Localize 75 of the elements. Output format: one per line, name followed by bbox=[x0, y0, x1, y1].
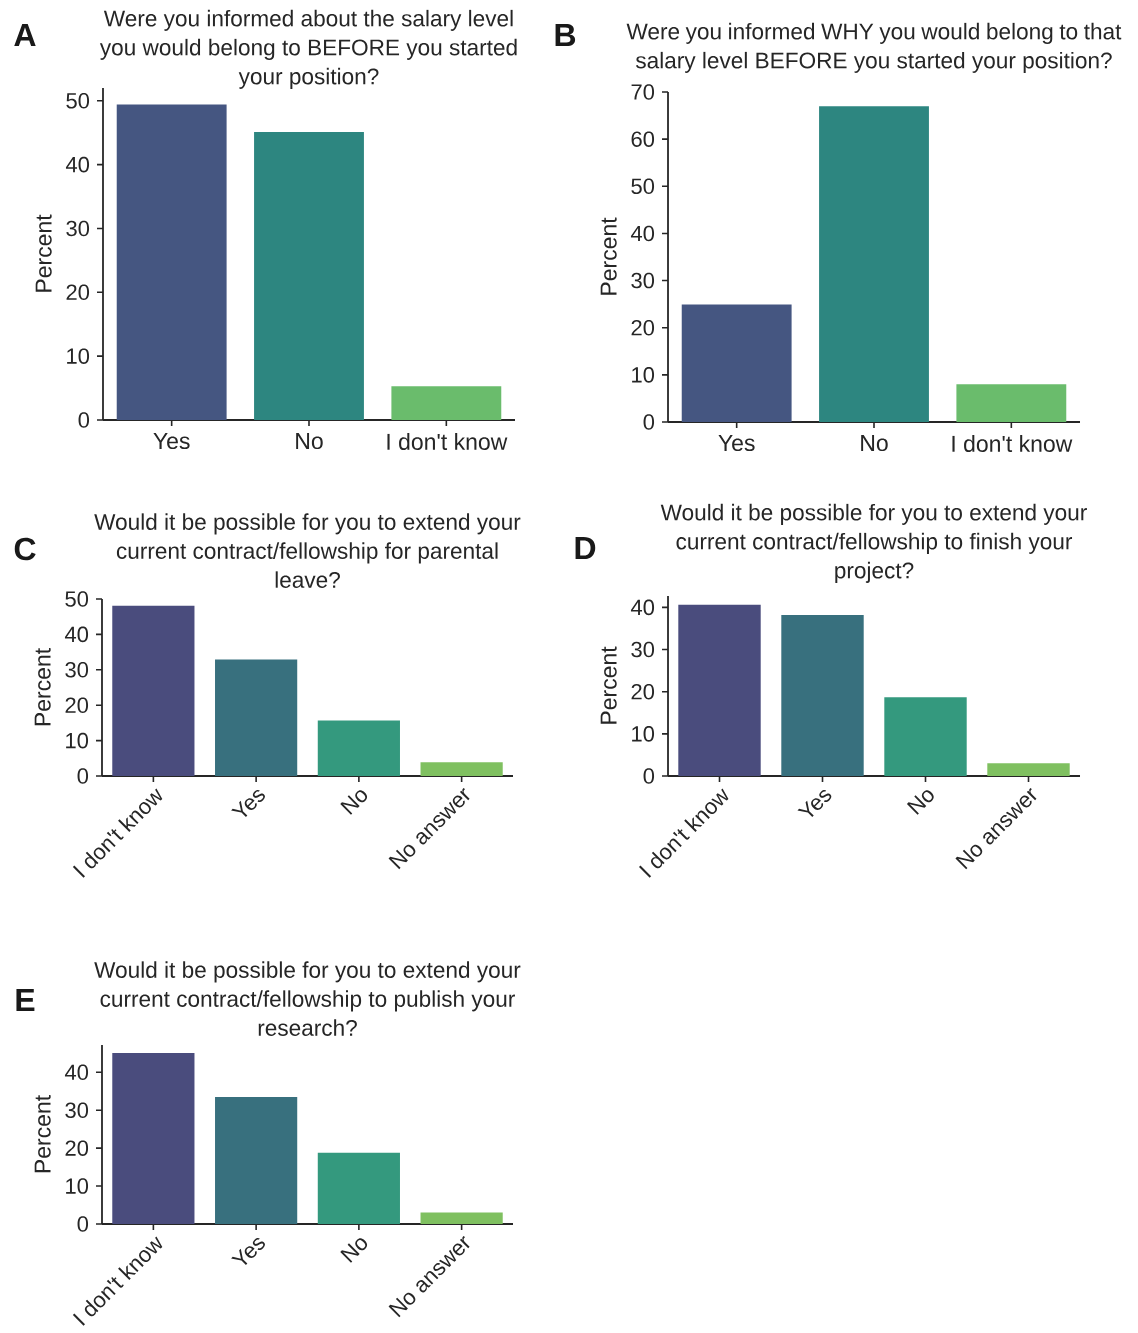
y-tick-label: 0 bbox=[77, 1216, 89, 1232]
y-tick-label: 40 bbox=[65, 156, 90, 173]
x-tick-label: No bbox=[296, 433, 323, 450]
chart-title: Were you informed about the salary level you would belong to BEFORE you started your position? bbox=[99, 9, 517, 89]
chart-title: Were you informed WHY you would belong to that salary level BEFORE you started your position? bbox=[626, 22, 1122, 73]
x-tick-label: Yes bbox=[231, 789, 265, 818]
chart-title: Would it be possible for you to extend your current contract/fellowship for parental leave? bbox=[94, 513, 521, 588]
y-axis-title: Percent bbox=[600, 646, 617, 724]
y-axis-title: Percent bbox=[35, 214, 52, 292]
text: E bbox=[16, 988, 35, 1011]
x-tick-label: No bbox=[340, 790, 368, 815]
bar bbox=[884, 697, 967, 776]
y-tick-label: 30 bbox=[631, 641, 655, 658]
x-tick-label: No bbox=[861, 435, 888, 452]
x-tick-label: Yes bbox=[718, 435, 755, 452]
y-tick-label: 40 bbox=[64, 1064, 89, 1081]
x-tick-label: No bbox=[340, 1238, 368, 1263]
y-tick-label: 0 bbox=[643, 768, 655, 784]
x-tick-label: I don't know bbox=[952, 435, 1073, 452]
bar bbox=[317, 1152, 400, 1224]
y-tick-label: 50 bbox=[631, 178, 655, 195]
text: C bbox=[14, 537, 36, 561]
bar bbox=[987, 763, 1070, 776]
y-tick-label: 10 bbox=[67, 348, 90, 364]
y-tick-label: 10 bbox=[66, 1178, 89, 1194]
y-tick-label: 20 bbox=[65, 697, 89, 713]
x-tick-label: No bbox=[906, 790, 934, 815]
y-tick-label: 20 bbox=[631, 319, 655, 336]
chart-title: Would it be possible for you to extend your current contract/fellowship to finish your project? bbox=[660, 503, 1087, 583]
bar bbox=[112, 605, 195, 776]
bar bbox=[819, 106, 929, 422]
y-tick-label: 70 bbox=[631, 84, 655, 100]
y-tick-label: 30 bbox=[66, 220, 90, 237]
y-tick-label: 20 bbox=[65, 1140, 89, 1156]
y-tick-label: 30 bbox=[65, 662, 89, 678]
bar bbox=[956, 384, 1067, 422]
bar bbox=[116, 104, 227, 420]
y-axis-title: Percent bbox=[600, 217, 617, 295]
y-tick-label: 0 bbox=[643, 414, 655, 430]
bar bbox=[215, 659, 298, 776]
y-tick-label: 40 bbox=[630, 599, 655, 616]
x-tick-label: Yes bbox=[153, 433, 190, 450]
y-tick-label: 50 bbox=[66, 92, 90, 109]
bar bbox=[112, 1052, 195, 1224]
y-tick-label: 0 bbox=[77, 768, 89, 784]
bar bbox=[420, 1212, 503, 1224]
text: D bbox=[575, 536, 596, 559]
x-tick-label: I don't know bbox=[387, 433, 508, 450]
text: B bbox=[555, 23, 576, 47]
bar bbox=[681, 304, 792, 422]
chart-title: Would it be possible for you to extend your current contract/fellowship to publish your research? bbox=[94, 961, 521, 1036]
y-tick-label: 10 bbox=[632, 726, 655, 742]
y-tick-label: 0 bbox=[78, 412, 90, 428]
y-tick-label: 30 bbox=[631, 272, 655, 289]
y-tick-label: 20 bbox=[66, 284, 90, 301]
y-tick-label: 60 bbox=[631, 131, 655, 147]
bar bbox=[254, 132, 364, 420]
bar bbox=[420, 762, 503, 776]
x-tick-label: Yes bbox=[231, 1237, 265, 1266]
bar bbox=[391, 386, 502, 420]
y-tick-label: 30 bbox=[65, 1102, 89, 1119]
y-tick-label: 50 bbox=[65, 591, 89, 607]
y-axis-title: Percent bbox=[34, 648, 51, 726]
y-tick-label: 10 bbox=[66, 732, 89, 749]
bar bbox=[781, 614, 864, 776]
bar bbox=[678, 604, 761, 776]
bar bbox=[215, 1096, 298, 1224]
bar bbox=[317, 720, 400, 776]
text: A bbox=[14, 23, 36, 46]
x-tick-label: Yes bbox=[797, 789, 832, 818]
y-tick-label: 40 bbox=[64, 626, 89, 643]
y-tick-label: 40 bbox=[630, 225, 655, 242]
y-axis-title: Percent bbox=[34, 1095, 51, 1173]
y-tick-label: 20 bbox=[631, 683, 655, 700]
y-tick-label: 10 bbox=[632, 367, 655, 383]
